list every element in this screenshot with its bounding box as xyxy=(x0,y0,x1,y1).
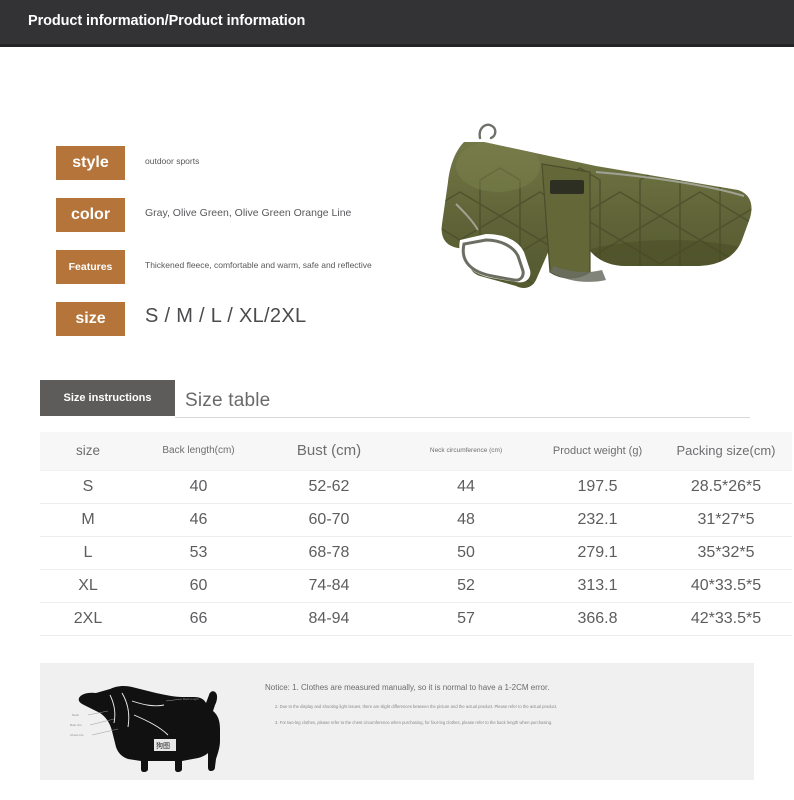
coat-leg-opening xyxy=(459,234,531,283)
cell-back-length: 60 xyxy=(136,569,261,603)
cell-back-length: 40 xyxy=(136,470,261,504)
cell-packing: 42*33.5*5 xyxy=(660,602,792,636)
cell-back-length: 66 xyxy=(136,602,261,636)
spec-badge-size: size xyxy=(56,302,125,336)
cell-weight: 279.1 xyxy=(535,536,660,570)
spec-badge-color: color xyxy=(56,198,125,232)
spec-value-color: Gray, Olive Green, Olive Green Orange Li… xyxy=(145,207,352,219)
coat-velcro-flap xyxy=(541,163,591,279)
svg-text:Bust circ.: Bust circ. xyxy=(70,723,83,727)
cell-size: L xyxy=(40,536,136,570)
notice-line-1: Notice: 1. Clothes are measured manually… xyxy=(265,683,550,692)
spec-row-style: style outdoor sports xyxy=(56,146,456,180)
svg-text:Back length: Back length xyxy=(183,697,199,701)
cell-back-length: 53 xyxy=(136,536,261,570)
cell-neck: 48 xyxy=(397,503,535,537)
spec-value-features: Thickened fleece, comfortable and warm, … xyxy=(145,260,372,270)
cell-neck: 44 xyxy=(397,470,535,504)
dog-measurement-diagram: Neck Bust circ. Chest circ. Back length … xyxy=(70,671,260,775)
cell-bust: 52-62 xyxy=(261,470,397,504)
cell-size: 2XL xyxy=(40,602,136,636)
reflective-trim xyxy=(455,171,745,231)
page-title: Product information/Product information xyxy=(28,13,306,29)
cell-back-length: 46 xyxy=(136,503,261,537)
column-header-back-length: Back length(cm) xyxy=(162,445,235,456)
spec-badge-features: Features xyxy=(56,250,125,284)
cell-weight: 197.5 xyxy=(535,470,660,504)
spec-label-size: size xyxy=(75,310,106,327)
coat-hook-icon xyxy=(478,123,497,140)
cell-weight: 313.1 xyxy=(535,569,660,603)
table-row: 2XL 66 84-94 57 366.8 42*33.5*5 xyxy=(40,602,792,636)
table-row: XL 60 74-84 52 313.1 40*33.5*5 xyxy=(40,569,792,603)
cell-weight: 232.1 xyxy=(535,503,660,537)
size-instructions-tab[interactable]: Size instructions xyxy=(40,380,175,416)
cell-packing: 35*32*5 xyxy=(660,536,792,570)
svg-text:狗图: 狗图 xyxy=(156,741,170,750)
table-row: S 40 52-62 44 197.5 28.5*26*5 xyxy=(40,470,792,504)
column-header-product-weight: Product weight (g) xyxy=(552,444,643,457)
svg-text:Chest circ.: Chest circ. xyxy=(70,733,84,737)
spec-row-color: color Gray, Olive Green, Olive Green Ora… xyxy=(56,198,456,232)
notice-text-block: Notice: 1. Clothes are measured manually… xyxy=(265,683,735,736)
spec-label-color: color xyxy=(70,206,111,223)
spec-label-style: style xyxy=(72,154,109,171)
diagram-watermark: 狗图 xyxy=(154,739,176,751)
notice-line-2: 2. Due to the display and shooting light… xyxy=(275,704,558,709)
cell-packing: 40*33.5*5 xyxy=(660,569,792,603)
cell-size: M xyxy=(40,503,136,537)
column-header-size: size xyxy=(75,443,100,458)
spec-row-features: Features Thickened fleece, comfortable a… xyxy=(56,250,456,284)
cell-weight: 366.8 xyxy=(535,602,660,636)
cell-neck: 52 xyxy=(397,569,535,603)
cell-size: XL xyxy=(40,569,136,603)
size-table-header: size Back length(cm) Bust (cm) Neck circ… xyxy=(40,432,792,471)
size-table-header-row: size Back length(cm) Bust (cm) Neck circ… xyxy=(40,432,792,471)
product-spec-list: style outdoor sports color Gray, Olive G… xyxy=(56,146,456,354)
cell-bust: 74-84 xyxy=(261,569,397,603)
spec-row-size: size S / M / L / XL/2XL xyxy=(56,302,456,336)
coat-body xyxy=(441,142,752,288)
spec-label-features: Features xyxy=(68,261,113,273)
svg-text:Neck: Neck xyxy=(72,713,79,717)
table-row: M 46 60-70 48 232.1 31*27*5 xyxy=(40,503,792,537)
cell-packing: 28.5*26*5 xyxy=(660,470,792,504)
size-table: size Back length(cm) Bust (cm) Neck circ… xyxy=(40,432,792,636)
cell-packing: 31*27*5 xyxy=(660,503,792,537)
column-header-bust: Bust (cm) xyxy=(296,442,362,459)
column-header-neck-circumference: Neck circumference (cm) xyxy=(429,447,503,454)
cell-bust: 68-78 xyxy=(261,536,397,570)
heading-divider xyxy=(175,417,750,418)
cell-bust: 84-94 xyxy=(261,602,397,636)
cell-bust: 60-70 xyxy=(261,503,397,537)
size-instructions-tab-label: Size instructions xyxy=(63,392,152,404)
column-header-packing-size: Packing size(cm) xyxy=(676,443,776,458)
notice-panel: Neck Bust circ. Chest circ. Back length … xyxy=(40,663,754,780)
notice-line-3: 3. For two-leg clothes, please refer to … xyxy=(275,720,553,725)
spec-value-style: outdoor sports xyxy=(145,156,200,166)
cell-size: S xyxy=(40,470,136,504)
table-row: L 53 68-78 50 279.1 35*32*5 xyxy=(40,536,792,570)
spec-badge-style: style xyxy=(56,146,125,180)
page-header: Product information/Product information xyxy=(0,0,794,47)
size-table-body: S 40 52-62 44 197.5 28.5*26*5 M 46 60-70… xyxy=(40,470,792,636)
product-image-dog-coat xyxy=(420,120,770,345)
spec-value-size: S / M / L / XL/2XL xyxy=(145,305,307,327)
cell-neck: 50 xyxy=(397,536,535,570)
size-table-heading: Size table xyxy=(185,390,271,411)
cell-neck: 57 xyxy=(397,602,535,636)
